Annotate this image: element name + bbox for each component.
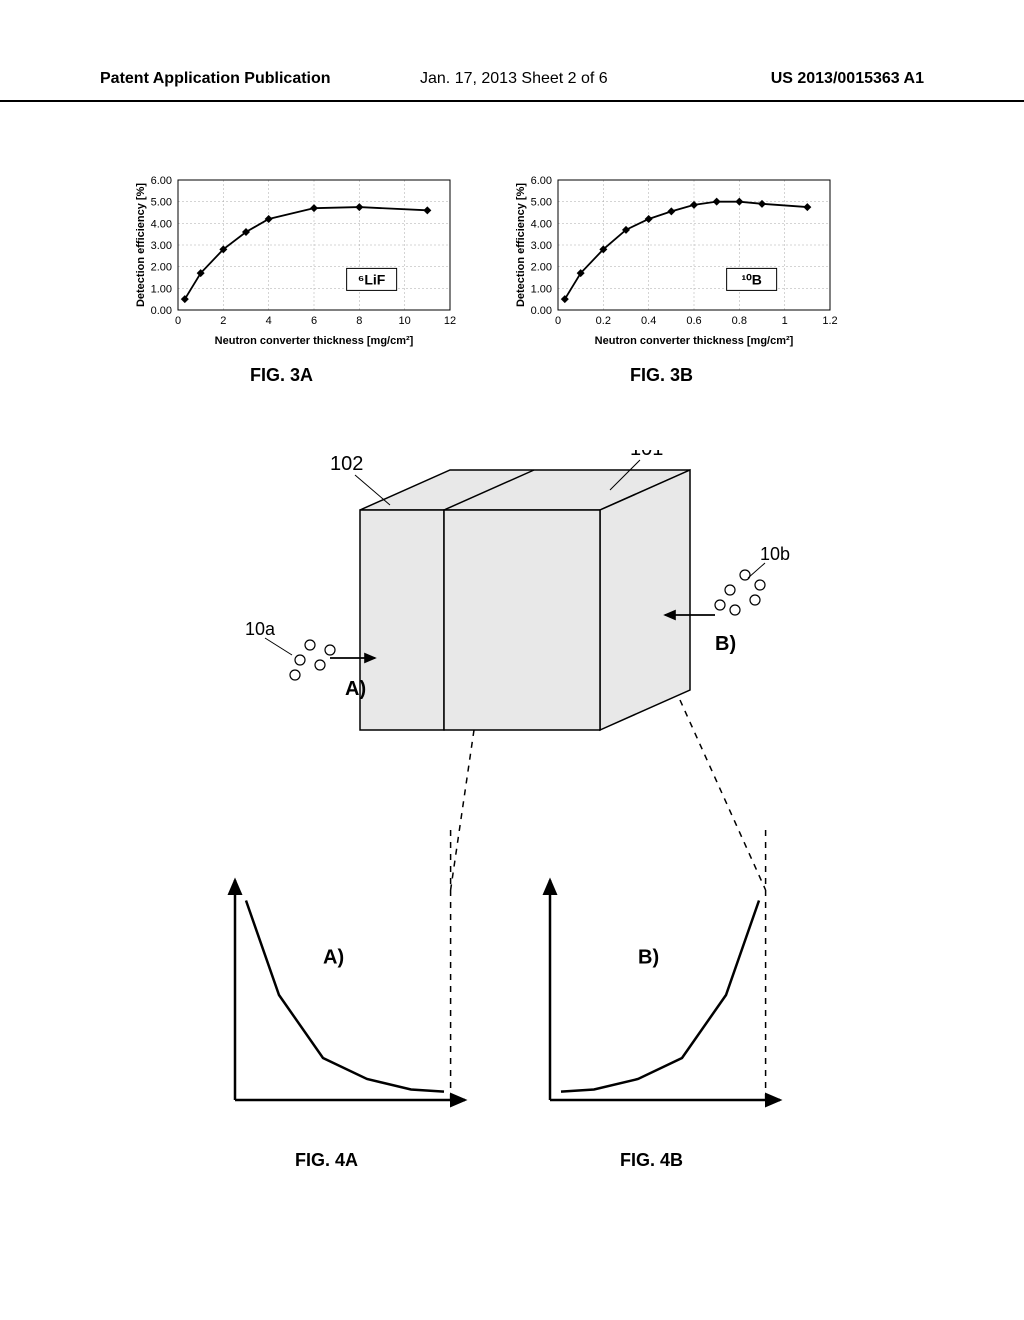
- svg-text:0.00: 0.00: [531, 305, 552, 317]
- svg-text:1.2: 1.2: [822, 315, 837, 327]
- svg-text:6.00: 6.00: [531, 175, 552, 187]
- fig3a-chart: 0.00 1.00 2.00 3.00 4.00 5.00 6.00 0 2 4 6 8 10 12 Neu…: [130, 170, 460, 350]
- svg-text:A): A): [345, 678, 366, 700]
- svg-text:10b: 10b: [760, 544, 790, 564]
- fig3b-container: 0.00 1.00 2.00 3.00 4.00 5.00 6.00 0 0.2 0.4 0.6 0.…: [510, 170, 840, 380]
- svg-text:1: 1: [782, 315, 788, 327]
- svg-text:10a: 10a: [245, 619, 276, 639]
- svg-text:0.2: 0.2: [596, 315, 611, 327]
- header-right-text: US 2013/0015363 A1: [771, 70, 924, 88]
- svg-text:0: 0: [555, 315, 561, 327]
- svg-text:6.00: 6.00: [151, 175, 172, 187]
- svg-text:3.00: 3.00: [151, 240, 172, 252]
- svg-text:4.00: 4.00: [151, 218, 172, 230]
- fig4-container: 10210110aA)10bB)A)B) FIG. 4A FIG. 4B: [180, 450, 830, 1150]
- svg-text:A): A): [323, 947, 344, 969]
- svg-text:Detection efficiency [%]: Detection efficiency [%]: [515, 183, 527, 307]
- svg-text:0.4: 0.4: [641, 315, 656, 327]
- header-center-text: Jan. 17, 2013 Sheet 2 of 6: [420, 70, 608, 88]
- fig4a-title: FIG. 4A: [295, 1150, 358, 1171]
- svg-text:Neutron converter thickness [m: Neutron converter thickness [mg/cm²]: [595, 335, 794, 347]
- svg-text:0.6: 0.6: [686, 315, 701, 327]
- svg-text:1.00: 1.00: [151, 283, 172, 295]
- page-header: Patent Application Publication Jan. 17, …: [0, 70, 1024, 102]
- svg-text:102: 102: [330, 453, 363, 475]
- svg-text:B): B): [715, 633, 736, 655]
- svg-text:12: 12: [444, 315, 456, 327]
- svg-text:0: 0: [175, 315, 181, 327]
- header-left-text: Patent Application Publication: [100, 70, 331, 88]
- svg-text:5.00: 5.00: [531, 197, 552, 209]
- svg-text:3.00: 3.00: [531, 240, 552, 252]
- svg-text:⁶LiF: ⁶LiF: [358, 271, 386, 287]
- svg-text:0.00: 0.00: [151, 305, 172, 317]
- svg-text:Detection efficiency [%]: Detection efficiency [%]: [135, 183, 147, 307]
- fig3b-chart: 0.00 1.00 2.00 3.00 4.00 5.00 6.00 0 0.2 0.4 0.6 0.…: [510, 170, 840, 350]
- svg-text:6: 6: [311, 315, 317, 327]
- svg-text:5.00: 5.00: [151, 197, 172, 209]
- svg-text:10: 10: [399, 315, 411, 327]
- svg-text:1.00: 1.00: [531, 283, 552, 295]
- fig3a-container: 0.00 1.00 2.00 3.00 4.00 5.00 6.00 0 2 4 6 8 10 12 Neu…: [130, 170, 460, 380]
- svg-text:4.00: 4.00: [531, 218, 552, 230]
- fig4-diagram: 102 101 10a A) 10b B) A) B): [180, 450, 830, 1150]
- fig4b-title: FIG. 4B: [620, 1150, 683, 1171]
- svg-text:Neutron converter thickness [m: Neutron converter thickness [mg/cm²]: [215, 335, 414, 347]
- fig3b-title: FIG. 3B: [630, 365, 693, 386]
- svg-text:0.8: 0.8: [732, 315, 747, 327]
- svg-text:¹⁰B: ¹⁰B: [741, 271, 761, 287]
- svg-text:B): B): [638, 947, 659, 969]
- svg-text:4: 4: [266, 315, 272, 327]
- svg-text:101: 101: [630, 450, 663, 460]
- svg-text:2: 2: [220, 315, 226, 327]
- fig3a-title: FIG. 3A: [250, 365, 313, 386]
- svg-text:8: 8: [356, 315, 362, 327]
- svg-text:2.00: 2.00: [531, 262, 552, 274]
- svg-text:2.00: 2.00: [151, 262, 172, 274]
